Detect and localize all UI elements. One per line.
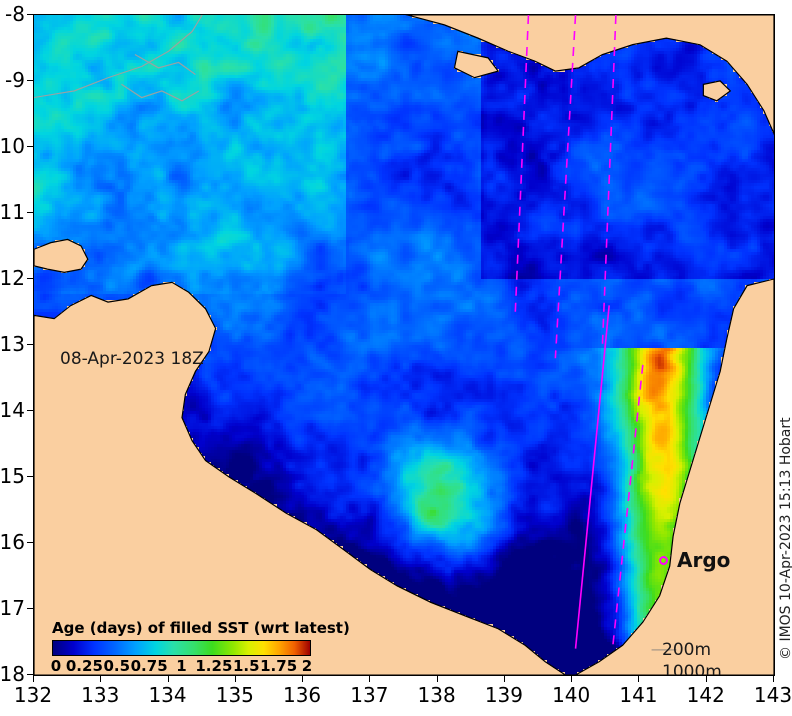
depth-1000m-label: 1000m xyxy=(662,662,722,676)
date-stamp: 08-Apr-2023 18Z xyxy=(60,349,204,369)
y-tick-label: -12 xyxy=(0,266,25,290)
y-tick-label: -13 xyxy=(0,332,25,356)
x-tick-label: 141 xyxy=(619,683,658,707)
argo-label: Argo xyxy=(677,548,731,572)
x-tick xyxy=(773,676,774,682)
sst-age-heatmap xyxy=(34,15,774,675)
x-tick xyxy=(503,676,505,682)
colorbar-tick: 1.75 xyxy=(260,657,298,675)
colorbar-tick: 0.75 xyxy=(130,657,168,675)
colorbar-title: Age (days) of filled SST (wrt latest) xyxy=(52,619,350,637)
colorbar-tick: 0 xyxy=(50,657,62,675)
y-tick xyxy=(27,278,33,279)
y-tick xyxy=(27,542,33,543)
x-tick xyxy=(436,676,438,682)
x-tick-label: 135 xyxy=(215,683,254,707)
x-tick-label: 137 xyxy=(350,683,389,707)
depth-200m-label: 200m xyxy=(662,640,712,660)
y-tick-label: -11 xyxy=(0,200,25,224)
x-tick-label: 133 xyxy=(81,683,120,707)
x-tick xyxy=(33,676,34,682)
x-tick xyxy=(571,676,573,682)
x-tick xyxy=(302,676,304,682)
y-tick-label: -10 xyxy=(0,134,25,158)
y-tick xyxy=(27,608,33,609)
depth-contour-labels: 200m 1000m xyxy=(662,639,722,676)
x-tick-label: 134 xyxy=(148,683,187,707)
y-tick-label: -9 xyxy=(5,68,25,92)
x-tick-label: 136 xyxy=(282,683,322,707)
colorbar-tick-labels: 0 0.25 0.5 0.75 1 1.25 1.5 1.75 2 xyxy=(50,657,313,675)
x-tick xyxy=(705,676,707,682)
colorbar-tick: 1.25 xyxy=(195,657,233,675)
y-tick xyxy=(27,344,33,345)
colorbar-tick: 1.5 xyxy=(232,657,260,675)
x-tick-label: 142 xyxy=(686,683,725,707)
argo-marker-legend: Argo xyxy=(659,548,730,572)
y-tick-label: -16 xyxy=(0,530,25,554)
x-tick xyxy=(100,676,102,682)
y-tick xyxy=(27,212,33,213)
x-tick-label: 140 xyxy=(552,683,591,707)
colorbar-tick: 1 xyxy=(176,657,187,675)
colorbar-tick: 0.25 xyxy=(65,657,103,675)
map-plot-area[interactable]: 08-Apr-2023 18Z Argo 200m 1000m Age (day… xyxy=(33,14,775,676)
colorbar-tick: 0.5 xyxy=(103,657,131,675)
x-tick xyxy=(638,676,640,682)
x-tick-label: 139 xyxy=(484,683,523,707)
y-tick xyxy=(27,674,33,675)
y-tick xyxy=(27,80,33,81)
x-tick-label: 132 xyxy=(13,683,53,707)
x-tick-label: 143 xyxy=(753,683,792,707)
y-tick xyxy=(27,410,33,411)
x-tick xyxy=(369,676,371,682)
colorbar-tick: 2 xyxy=(301,657,313,675)
y-tick xyxy=(27,476,33,477)
y-tick-label: -8 xyxy=(5,2,25,26)
x-tick xyxy=(167,676,169,682)
credit-text: © IMOS 10-Apr-2023 15:13 Hobart xyxy=(778,417,792,660)
colorbar-gradient xyxy=(52,640,311,656)
x-tick xyxy=(234,676,236,682)
y-tick-label: -15 xyxy=(0,464,25,488)
argo-circle-icon xyxy=(659,555,668,565)
y-tick xyxy=(27,146,33,147)
x-tick-label: 138 xyxy=(417,683,456,707)
y-tick-label: -18 xyxy=(0,662,25,686)
y-tick-label: -14 xyxy=(0,398,25,422)
y-tick xyxy=(27,14,33,15)
y-tick-label: -17 xyxy=(0,596,25,620)
